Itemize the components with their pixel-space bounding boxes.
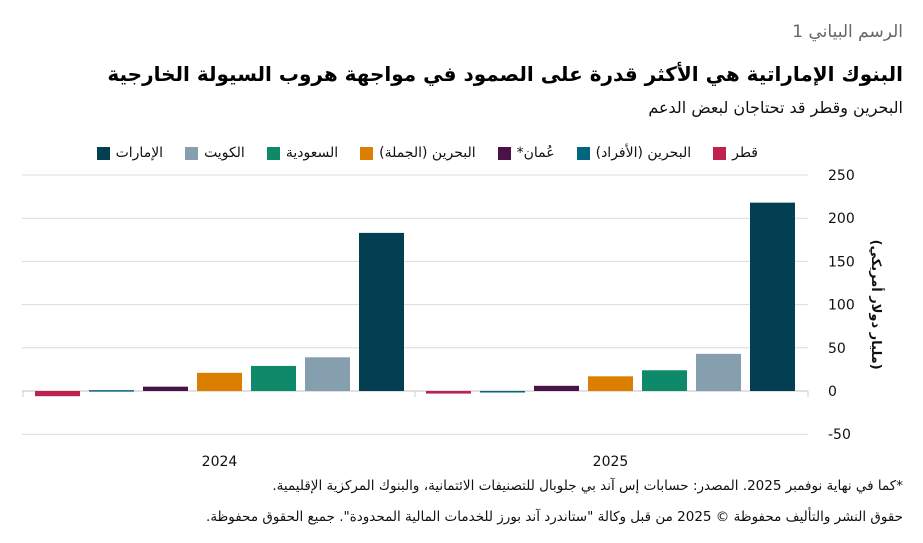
- bar-1-3: [588, 376, 633, 391]
- legend-label: الإمارات: [115, 145, 164, 161]
- bar-0-5: [305, 357, 350, 391]
- x-category-label: 2025: [593, 454, 629, 470]
- legend-swatch: [266, 146, 280, 160]
- bar-0-0: [35, 391, 80, 397]
- y-tick-label: 100: [828, 298, 855, 314]
- bar-0-6: [359, 232, 404, 391]
- bar-1-5: [696, 353, 741, 391]
- legend-label: البحرين (الأفراد): [595, 145, 692, 161]
- chart-legend: قطر البحرين (الأفراد) عُمان* البحرين (الجمل…: [96, 145, 758, 161]
- y-tick-label: 250: [828, 168, 855, 184]
- bar-0-4: [251, 365, 296, 391]
- chart-eyebrow: الرسم البياني 1: [792, 22, 903, 42]
- legend-label: عُمان*: [516, 145, 555, 161]
- x-category-label: 2024: [202, 454, 238, 470]
- legend-swatch: [576, 146, 590, 160]
- legend-label: البحرين (الجملة): [379, 145, 476, 161]
- legend-swatch: [713, 146, 727, 160]
- y-tick-label: 200: [828, 211, 855, 227]
- copyright: حقوق النشر والتأليف محفوظة © 2025 من قبل…: [206, 509, 903, 525]
- legend-item: البحرين (الأفراد): [576, 145, 692, 161]
- bar-0-1: [89, 390, 134, 392]
- legend-swatch: [497, 146, 511, 160]
- bar-1-1: [480, 391, 525, 393]
- legend-swatch: [360, 146, 374, 160]
- y-tick-label: 150: [828, 254, 855, 270]
- legend-item: الإمارات: [96, 145, 164, 161]
- bar-0-2: [143, 386, 188, 391]
- legend-label: السعودية: [285, 145, 339, 161]
- bar-1-4: [642, 370, 687, 391]
- bar-1-2: [534, 385, 579, 391]
- footnote: *كما في نهاية نوفمبر 2025. المصدر: حسابا…: [272, 478, 903, 494]
- y-tick-label: 0: [828, 384, 837, 400]
- legend-swatch: [185, 146, 199, 160]
- legend-label: قطر: [732, 145, 758, 161]
- chart-title: البنوك الإماراتية هي الأكثر قدرة على الص…: [107, 62, 903, 86]
- legend-item: الكويت: [185, 145, 245, 161]
- chart-subtitle: البحرين وقطر قد تحتاجان لبعض الدعم: [648, 98, 903, 117]
- legend-item: السعودية: [266, 145, 339, 161]
- bar-0-3: [197, 372, 242, 391]
- y-tick-label: -50: [828, 427, 851, 443]
- bar-1-6: [750, 202, 795, 391]
- legend-swatch: [96, 146, 110, 160]
- legend-label: الكويت: [204, 145, 245, 161]
- legend-item: البحرين (الجملة): [360, 145, 476, 161]
- y-tick-label: 50: [828, 341, 846, 357]
- bar-chart: 250 200 150 100 50 0 -50 (مليار دولار أمريكي) 20…: [22, 168, 885, 470]
- bar-1-0: [426, 391, 471, 394]
- y-axis-title: (مليار دولار أمريكي): [868, 240, 885, 370]
- legend-item: عُمان*: [497, 145, 555, 161]
- legend-item: قطر: [713, 145, 758, 161]
